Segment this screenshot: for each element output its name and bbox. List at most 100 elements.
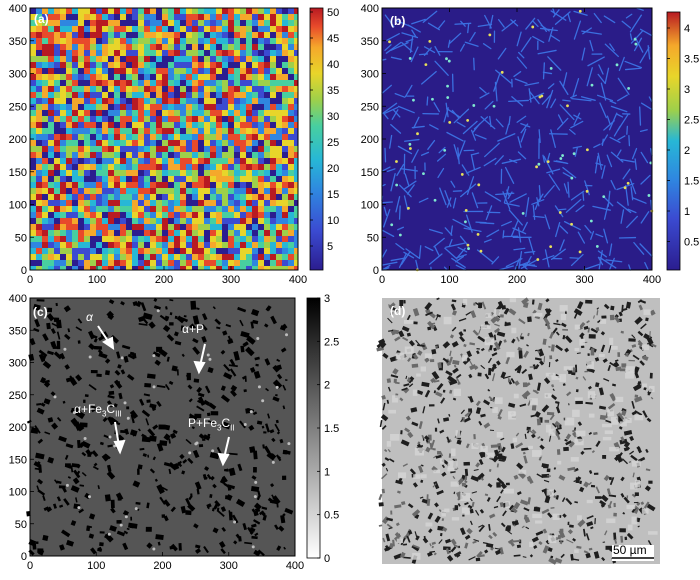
hot-spot: [579, 10, 582, 13]
grain: [198, 26, 205, 33]
colorbar-tick-label: 0: [324, 553, 330, 565]
cementite-particle: [152, 548, 155, 551]
ferrite-grain: [505, 501, 510, 508]
pearlite-grain: [413, 321, 417, 324]
grain: [192, 8, 199, 15]
grain: [186, 62, 192, 68]
grain: [144, 20, 151, 27]
pearlite-grain: [547, 468, 551, 472]
pearlite-grain: [629, 360, 635, 361]
ferrite-grain: [535, 520, 542, 523]
grain: [222, 62, 228, 68]
pearlite-colony: [138, 464, 143, 469]
grain: [288, 200, 295, 207]
pearlite-colony: [126, 406, 129, 409]
pearlite-colony: [118, 497, 122, 501]
pearlite-colony: [109, 391, 115, 395]
grain: [126, 68, 132, 74]
pearlite-colony: [165, 425, 171, 431]
ferrite-grain: [451, 481, 459, 486]
grain: [102, 32, 108, 38]
grain: [60, 80, 67, 87]
ferrite-grain: [425, 353, 432, 358]
y-tick-label: 350: [361, 36, 379, 48]
pearlite-grain: [648, 481, 652, 484]
grain: [276, 182, 283, 189]
hot-spot: [446, 85, 449, 88]
grain: [30, 140, 36, 146]
grain: [54, 188, 60, 194]
hot-spot: [627, 182, 630, 185]
ferrite-grain: [485, 453, 494, 459]
pearlite-grain: [527, 316, 532, 322]
grain: [36, 212, 42, 218]
hot-spot: [586, 190, 589, 193]
grain: [294, 206, 298, 212]
ferrite-grain: [451, 448, 455, 456]
hot-spot: [480, 250, 483, 253]
ferrite-grain: [462, 507, 470, 514]
grain: [114, 44, 120, 50]
pearlite-grain: [476, 558, 480, 561]
pearlite-grain: [591, 348, 595, 355]
pearlite-grain: [610, 315, 615, 320]
grain: [198, 68, 205, 75]
grain: [108, 104, 115, 111]
pearlite-colony: [46, 323, 51, 329]
pearlite-grain: [591, 485, 595, 488]
pearlite-grain: [650, 373, 653, 379]
cementite-particle: [88, 495, 91, 498]
grain: [114, 122, 121, 129]
grain: [114, 170, 121, 177]
pearlite-colony: [91, 370, 98, 373]
cementite-particle: [66, 484, 69, 487]
pearlite-grain: [412, 364, 419, 368]
grain: [36, 260, 42, 266]
grain: [96, 170, 103, 177]
grain: [156, 50, 163, 57]
colorbar-tick-label: 2: [324, 380, 330, 392]
ferrite-grain: [454, 389, 461, 396]
pearlite-colony: [105, 370, 110, 375]
cementite-particle: [250, 410, 253, 413]
grain: [144, 44, 150, 50]
annotation-p-fe3c-ii: P+Fe3CII: [188, 416, 235, 432]
pearlite-colony: [120, 430, 126, 433]
grain: [150, 194, 157, 201]
hot-spot: [424, 63, 427, 66]
pearlite-colony: [94, 346, 102, 350]
pearlite-grain: [463, 462, 470, 466]
grain: [162, 170, 168, 176]
y-tick-label: 150: [9, 454, 27, 466]
cementite-particle: [153, 385, 156, 388]
y-tick-label: 100: [9, 487, 27, 499]
boundary-segment: [480, 223, 494, 224]
grain: [72, 182, 79, 189]
boundary-segment: [503, 231, 504, 238]
grain: [114, 110, 120, 116]
grain: [246, 122, 252, 128]
grain: [294, 128, 298, 134]
y-tick-label: 400: [361, 3, 379, 15]
pearlite-grain: [429, 404, 435, 406]
ferrite-grain: [602, 424, 612, 427]
grain: [72, 224, 79, 231]
cementite-particle: [196, 441, 199, 444]
cementite-particle: [276, 386, 279, 389]
grain: [288, 224, 295, 231]
hot-spot: [596, 245, 599, 248]
y-tick-label: 0: [21, 265, 27, 277]
cementite-particle: [256, 337, 259, 340]
grain: [204, 260, 211, 267]
grain: [48, 182, 54, 188]
pearlite-grain: [557, 449, 560, 455]
grain: [252, 224, 259, 231]
grain: [60, 26, 66, 32]
ferrite-grain: [412, 553, 420, 560]
grain: [228, 20, 234, 26]
grain: [156, 26, 163, 33]
hot-spot: [522, 212, 525, 215]
ferrite-grain: [572, 410, 580, 417]
cementite-particle: [258, 385, 261, 388]
